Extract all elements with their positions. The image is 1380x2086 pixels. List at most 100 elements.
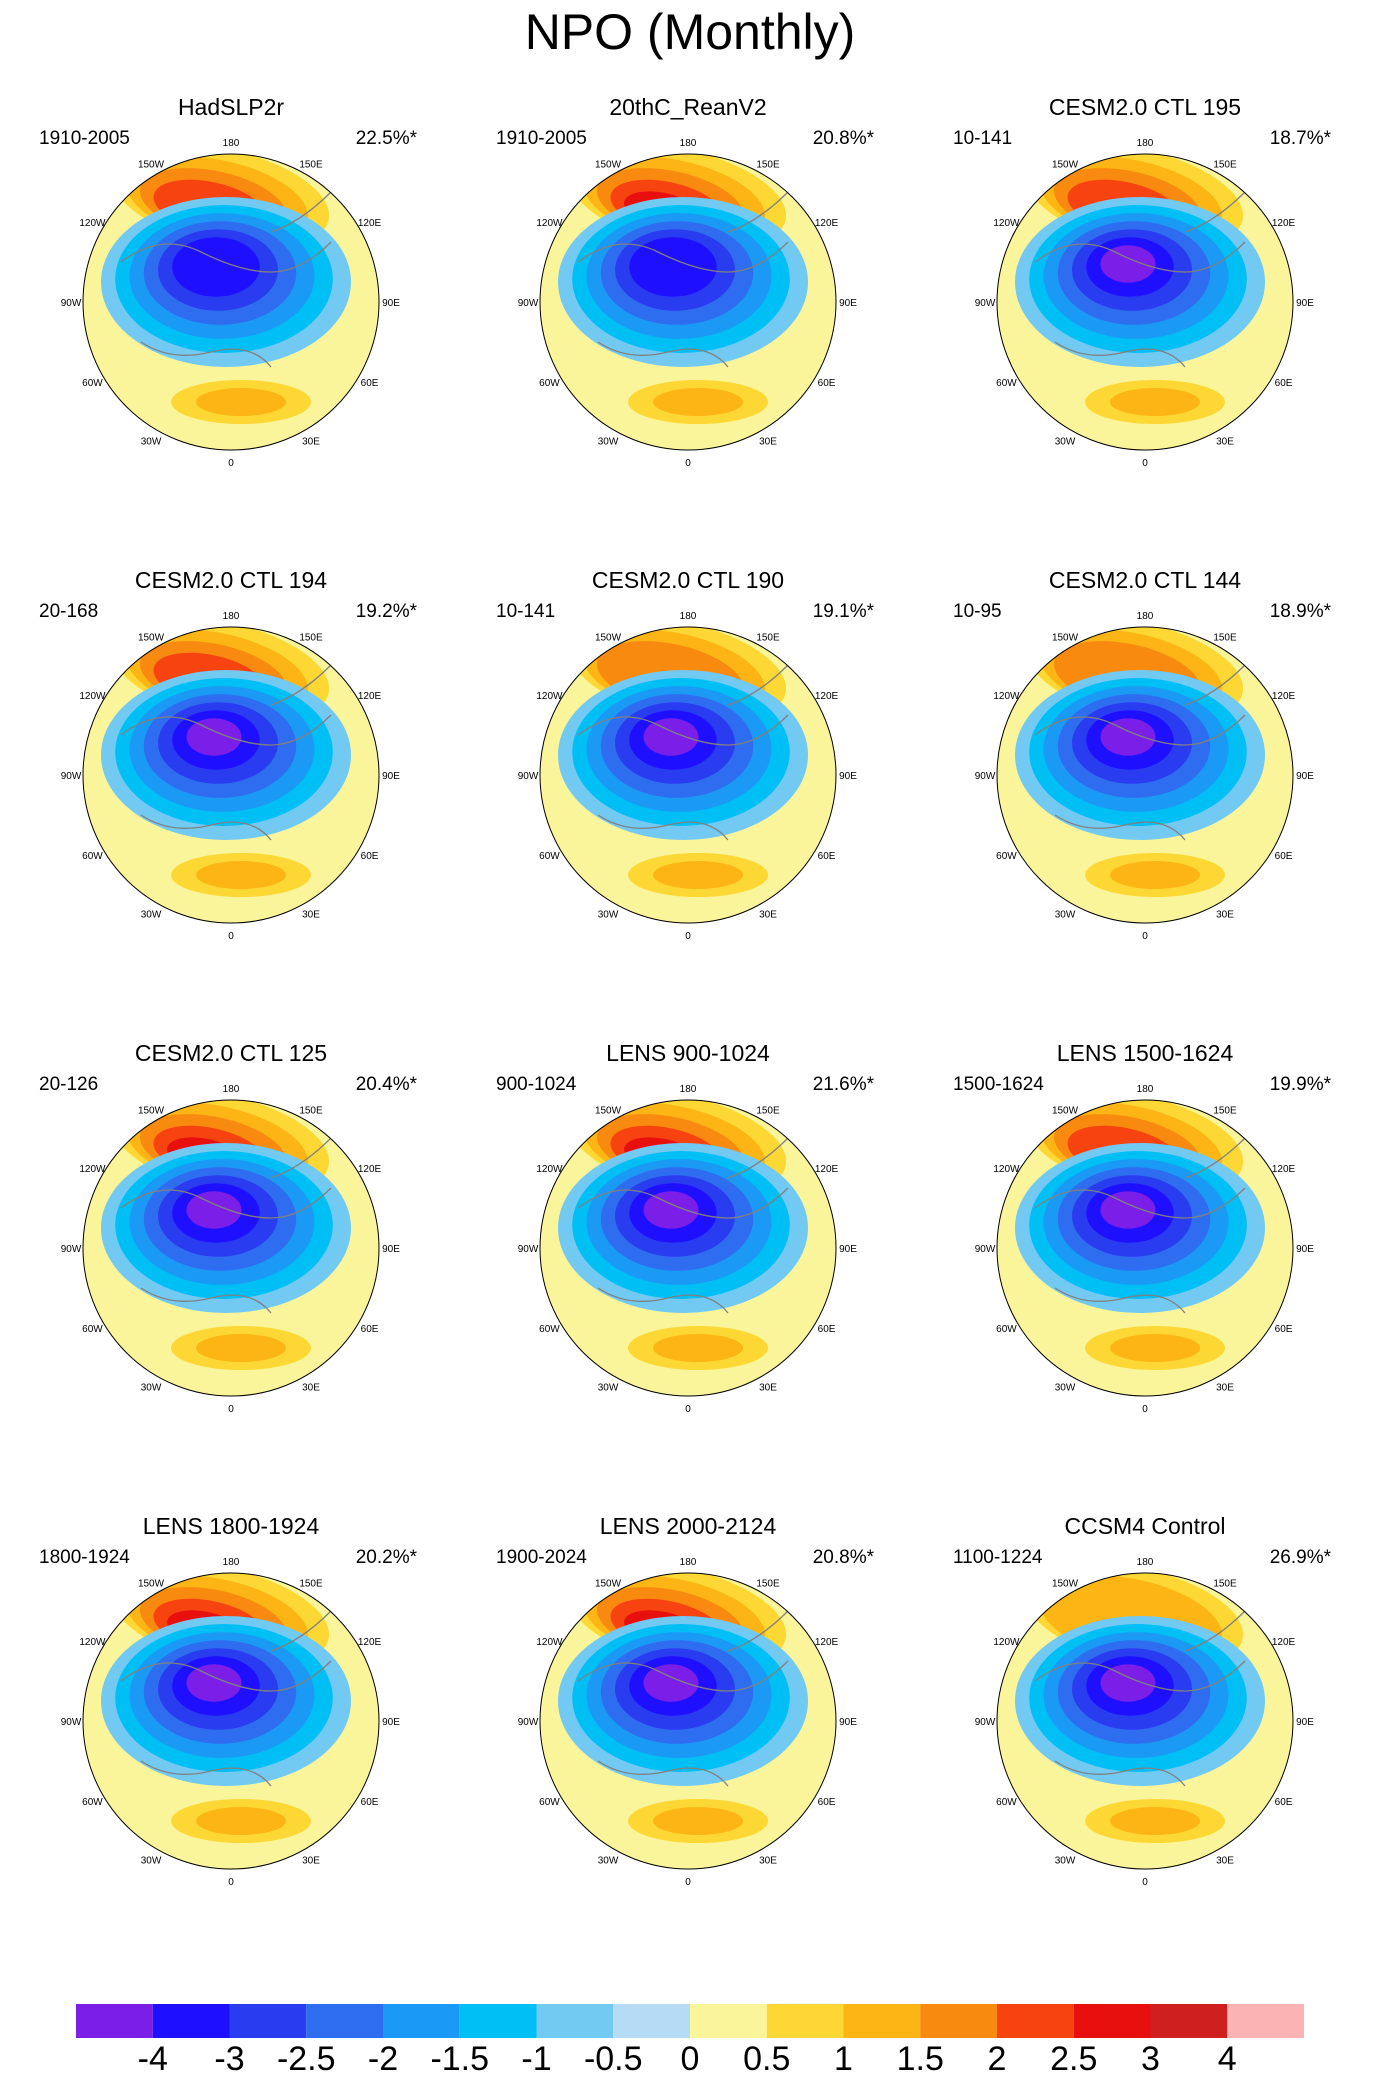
- longitude-label: 90E: [382, 1244, 400, 1255]
- colorbar-swatch: [76, 2004, 153, 2038]
- colorbar-swatch: [690, 2004, 767, 2038]
- longitude-label: 150W: [138, 159, 165, 170]
- low-contour: [1100, 1191, 1156, 1229]
- longitude-label: 180: [1137, 1084, 1154, 1095]
- colorbar-swatch: [920, 2004, 997, 2038]
- colorbar-tick-label: -3: [214, 2040, 245, 2078]
- longitude-label: 150W: [1052, 632, 1079, 643]
- colorbar-tick-label: 1.5: [896, 2040, 944, 2078]
- longitude-label: 30E: [302, 1856, 320, 1867]
- longitude-label: 150W: [595, 159, 622, 170]
- longitude-label: 0: [1142, 1877, 1148, 1888]
- low-contour: [186, 1191, 242, 1229]
- map-boundary: [539, 1572, 837, 1870]
- longitude-label: 120W: [536, 1164, 563, 1175]
- coastline: [120, 664, 332, 841]
- longitude-label: 60W: [996, 1324, 1017, 1335]
- polar-map: 180 150E 120E 90E 60E 30E 0 30W 60W 90W 120W 150W: [975, 138, 1315, 469]
- longitude-label: 120W: [536, 1637, 563, 1648]
- longitude-label: 120E: [358, 1164, 382, 1175]
- longitude-label: 90E: [382, 298, 400, 309]
- longitude-label: 150W: [1052, 1105, 1079, 1116]
- map-boundary: [996, 153, 1294, 451]
- longitude-label: 120E: [815, 1164, 839, 1175]
- secondary-high-contour: [1110, 1807, 1200, 1835]
- longitude-label: 30W: [141, 1383, 162, 1394]
- longitude-label: 0: [1142, 1404, 1148, 1415]
- longitude-label: 150W: [595, 1578, 622, 1589]
- longitude-label: 90E: [1296, 771, 1314, 782]
- secondary-high-contour: [1110, 1334, 1200, 1362]
- longitude-label: 90E: [839, 771, 857, 782]
- panel-9: LENS 1500-1624 1500-1624 19.9%* 180 150E 120E…: [915, 1038, 1375, 1508]
- longitude-label: 150E: [1213, 159, 1237, 170]
- panel-1: HadSLP2r 1910-2005 22.5%* 180 150E 120E 90E 60E…: [1, 92, 461, 562]
- longitude-label: 30W: [141, 1856, 162, 1867]
- colorbar-swatch: [1150, 2004, 1228, 2038]
- colorbar-swatch: [152, 2004, 230, 2038]
- colorbar-tick-label: 3: [1141, 2040, 1160, 2078]
- coastline: [1034, 1137, 1246, 1314]
- longitude-label: 30E: [302, 910, 320, 921]
- longitude-label: 30W: [598, 1383, 619, 1394]
- longitude-label: 120E: [358, 691, 382, 702]
- secondary-high-contour: [196, 388, 286, 416]
- longitude-label: 150E: [299, 159, 323, 170]
- longitude-label: 180: [223, 1084, 240, 1095]
- coastline: [577, 1610, 789, 1787]
- longitude-label: 30E: [1216, 437, 1234, 448]
- longitude-label: 90E: [1296, 1244, 1314, 1255]
- colorbar-swatch: [383, 2004, 460, 2038]
- panel-title: HadSLP2r: [177, 94, 285, 120]
- panel-variance-explained: 22.5%*: [355, 128, 417, 149]
- longitude-label: 120E: [815, 691, 839, 702]
- longitude-label: 120W: [993, 1637, 1020, 1648]
- longitude-label: 30W: [141, 437, 162, 448]
- longitude-label: 60W: [82, 378, 103, 389]
- panel-period: 1910-2005: [39, 128, 130, 149]
- longitude-label: 90W: [518, 771, 539, 782]
- longitude-label: 90W: [61, 1244, 82, 1255]
- longitude-label: 30W: [141, 910, 162, 921]
- longitude-label: 60W: [996, 378, 1017, 389]
- longitude-label: 60E: [361, 1797, 379, 1808]
- longitude-label: 0: [685, 1404, 691, 1415]
- colorbar-swatch: [306, 2004, 383, 2038]
- longitude-label: 150E: [756, 1105, 780, 1116]
- longitude-label: 180: [223, 1557, 240, 1568]
- longitude-label: 30E: [759, 437, 777, 448]
- longitude-label: 120E: [1272, 1164, 1296, 1175]
- secondary-high-contour: [196, 1807, 286, 1835]
- colorbar-swatch: [1073, 2004, 1151, 2038]
- longitude-label: 150W: [595, 1105, 622, 1116]
- panel-period: 20-168: [39, 601, 99, 622]
- longitude-label: 30E: [1216, 1856, 1234, 1867]
- longitude-label: 90W: [975, 298, 996, 309]
- polar-map: 180 150E 120E 90E 60E 30E 0 30W 60W 90W 120W 150W: [518, 138, 858, 469]
- longitude-label: 150E: [299, 632, 323, 643]
- panel-variance-explained: 19.1%*: [812, 601, 874, 622]
- panel-period: 1800-1924: [39, 1547, 130, 1568]
- colorbar-swatch: [229, 2004, 307, 2038]
- low-contour: [1100, 1664, 1156, 1702]
- panel-period: 10-95: [953, 601, 1002, 622]
- longitude-label: 150W: [1052, 1578, 1079, 1589]
- longitude-label: 90E: [382, 1717, 400, 1728]
- panel-11: LENS 2000-2124 1900-2024 20.8%* 180 150E 120E…: [458, 1511, 918, 1981]
- longitude-label: 30E: [302, 437, 320, 448]
- low-contour: [186, 1664, 242, 1702]
- panel-period: 10-141: [496, 601, 556, 622]
- map-boundary: [996, 1099, 1294, 1397]
- longitude-label: 150E: [756, 1578, 780, 1589]
- low-contour: [643, 1664, 699, 1702]
- low-contour: [643, 718, 699, 756]
- longitude-label: 60E: [1275, 1324, 1293, 1335]
- polar-map: 180 150E 120E 90E 60E 30E 0 30W 60W 90W 120W 150W: [975, 611, 1315, 942]
- panel-4: CESM2.0 CTL 194 20-168 19.2%* 180 150E 120E 90…: [1, 565, 461, 1035]
- low-contour: [172, 237, 260, 297]
- colorbar-swatch: [536, 2004, 614, 2038]
- longitude-label: 90W: [975, 771, 996, 782]
- secondary-high-contour: [1110, 861, 1200, 889]
- panel-title: CCSM4 Control: [1064, 1513, 1226, 1539]
- panel-title: LENS 1500-1624: [1056, 1040, 1234, 1066]
